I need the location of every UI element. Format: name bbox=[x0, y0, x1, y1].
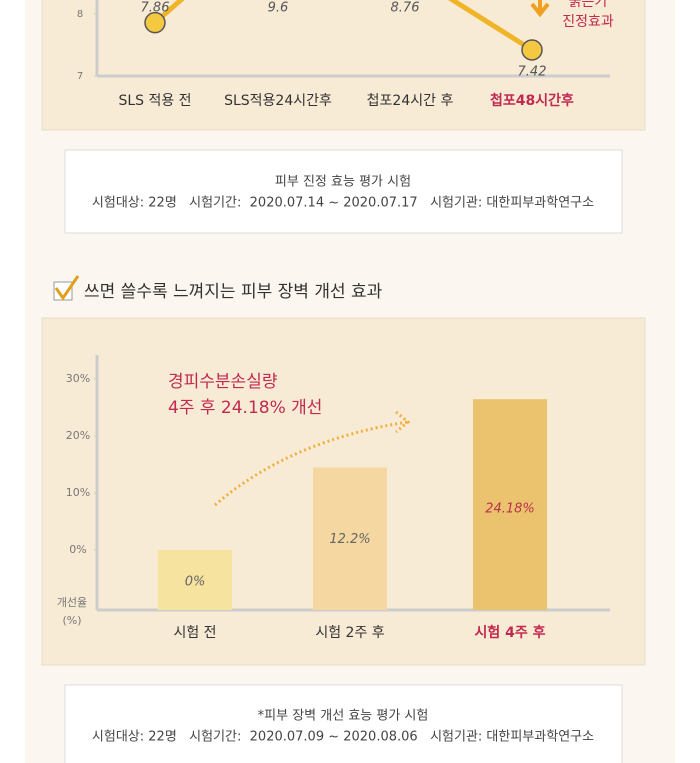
y-tick-label: 30% bbox=[66, 372, 90, 385]
value-label: 0% bbox=[185, 575, 206, 590]
arrow bbox=[214, 410, 411, 507]
note-title: *피부 장벽 개선 효능 평가 시험 bbox=[258, 709, 429, 724]
x-tick-label: 첩포48시간후 bbox=[490, 92, 574, 109]
value-label: 7.42 bbox=[518, 64, 547, 79]
x-tick-label: 시험 2주 후 bbox=[315, 625, 384, 641]
arrow bbox=[530, 0, 550, 18]
note-box bbox=[64, 684, 623, 763]
y-tick-label: 0% bbox=[69, 543, 86, 556]
x-tick-label: SLS적용24시간후 bbox=[224, 93, 332, 109]
marker bbox=[521, 39, 543, 61]
bar bbox=[158, 550, 232, 610]
marker bbox=[144, 11, 166, 34]
y-axis-label: (%) bbox=[62, 614, 81, 627]
panel bbox=[41, 0, 646, 131]
value-label: 7.86 bbox=[141, 1, 170, 16]
bar bbox=[473, 399, 547, 610]
value-label: 9.6 bbox=[268, 1, 289, 16]
x-tick-label: 첩포24시간 후 bbox=[367, 93, 454, 109]
value-label: 12.2% bbox=[329, 532, 370, 547]
bar bbox=[313, 467, 387, 610]
annotation: 4주 후 24.18% 개선 bbox=[168, 398, 322, 418]
note-detail: 시험대상: 22명 시험기간: 2020.07.14 ~ 2020.07.17 … bbox=[92, 196, 594, 211]
x-tick-label: 시험 4주 후 bbox=[474, 624, 545, 641]
note-detail: 시험대상: 22명 시험기간: 2020.07.09 ~ 2020.08.06 … bbox=[92, 730, 594, 745]
heading: 쓰면 쓸수록 느껴지는 피부 장벽 개선 효과 bbox=[84, 282, 383, 302]
note-box bbox=[64, 149, 623, 234]
value-label: 24.18% bbox=[485, 502, 535, 517]
annotation: 붉은기 bbox=[569, 0, 608, 10]
annotation: 경피수분손실량 bbox=[168, 372, 278, 392]
note-title: 피부 진정 효능 평가 시험 bbox=[275, 175, 411, 190]
y-tick-label: 10% bbox=[66, 486, 90, 499]
annotation: 진정효과 bbox=[562, 14, 614, 30]
data-line bbox=[153, 0, 534, 53]
value-label: 8.76 bbox=[391, 1, 420, 16]
y-tick-label: 7 bbox=[77, 71, 83, 82]
y-tick-label: 8 bbox=[77, 9, 83, 20]
y-axis-label: 개선율 bbox=[57, 596, 87, 609]
x-tick-label: 시험 전 bbox=[173, 625, 216, 641]
y-tick-label: 20% bbox=[66, 429, 90, 442]
x-tick-label: SLS 적용 전 bbox=[118, 93, 191, 109]
check-icon bbox=[54, 275, 80, 301]
